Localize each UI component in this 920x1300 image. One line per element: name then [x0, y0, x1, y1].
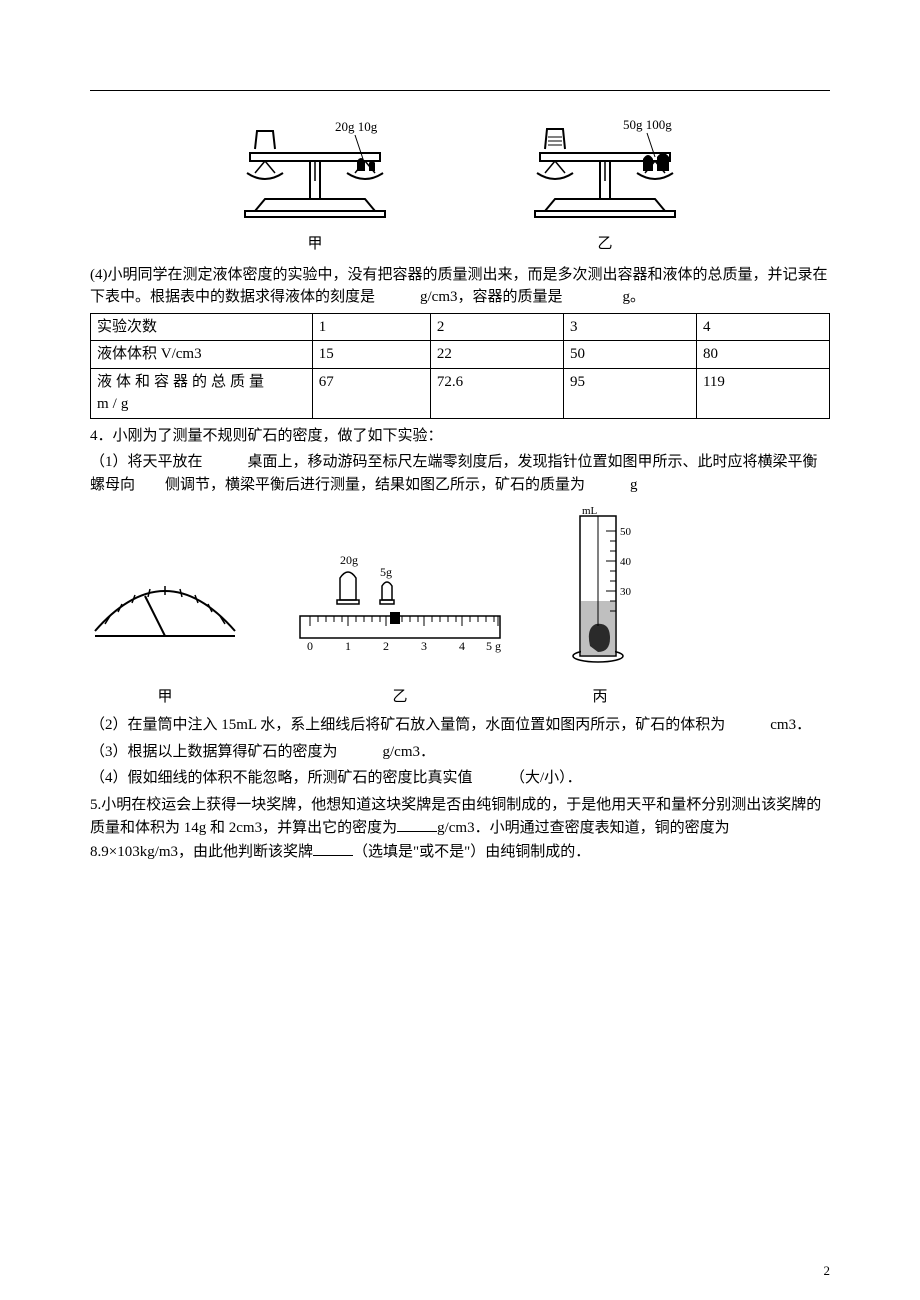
page: 20g 10g 甲 [0, 0, 920, 1300]
ruler-tick-1: 1 [345, 639, 351, 653]
weights-label-right: 50g 100g [623, 117, 672, 132]
balance-svg-left: 20g 10g [225, 111, 405, 231]
table-cell: 液体和容器的总质量 m/g [91, 368, 313, 418]
top-rule [90, 90, 830, 91]
cyl-tick-40: 40 [620, 556, 632, 568]
table-cell: 119 [696, 368, 829, 418]
caption-right: 乙 [515, 233, 695, 256]
table-row: 实验次数 1 2 3 4 [91, 313, 830, 341]
table-cell: 2 [430, 313, 563, 341]
cylinder-unit: mL [582, 506, 598, 517]
weights-ruler-figure: 20g 5g [290, 556, 510, 708]
data-table: 实验次数 1 2 3 4 液体体积 V/cm3 15 22 50 80 液体和容… [90, 313, 830, 419]
table-row: 液体体积 V/cm3 15 22 50 80 [91, 341, 830, 369]
table-cell: 50 [563, 341, 696, 369]
dial-figure: 甲 [90, 576, 240, 708]
table-cell: 67 [312, 368, 430, 418]
blank-judge [313, 840, 353, 856]
cylinder-figure: mL 50 40 30 丙 [560, 506, 640, 708]
table-cell: 3 [563, 313, 696, 341]
table-cell: 实验次数 [91, 313, 313, 341]
table-cell: 72.6 [430, 368, 563, 418]
ruler-tick-2: 2 [383, 639, 389, 653]
weight-5g: 5g [380, 565, 392, 579]
q5-c: （选填是"或不是"）由纯铜制成的． [353, 844, 590, 860]
ruler-tick-3: 3 [421, 639, 427, 653]
balance-figure-right: 50g 100g 乙 [515, 111, 695, 256]
weights-ruler-caption: 乙 [290, 686, 510, 709]
figure-row-top: 20g 10g 甲 [90, 111, 830, 256]
cylinder-caption: 丙 [560, 686, 640, 709]
cyl-tick-30: 30 [620, 586, 632, 598]
q5-text: 5.小明在校运会上获得一块奖牌，他想知道这块奖牌是否由纯铜制成的，于是他用天平和… [90, 794, 830, 864]
table-cell: 95 [563, 368, 696, 418]
weights-label-left: 20g 10g [335, 119, 378, 134]
ruler-tick-5: 5 g [486, 639, 501, 653]
weights-ruler-svg: 20g 5g [290, 556, 510, 676]
ruler-tick-4: 4 [459, 639, 465, 653]
q4b-p3: （3）根据以上数据算得矿石的密度为 g/cm3． [90, 741, 830, 764]
q4b-intro: 4．小刚为了测量不规则矿石的密度，做了如下实验： [90, 425, 830, 448]
q4-para: (4)小明同学在测定液体密度的实验中，没有把容器的质量测出来，而是多次测出容器和… [90, 264, 830, 309]
ruler-tick-0: 0 [307, 639, 313, 653]
table-row: 液体和容器的总质量 m/g 67 72.6 95 119 [91, 368, 830, 418]
blank-density [397, 816, 437, 832]
page-number: 2 [824, 1261, 831, 1281]
table-cell: 80 [696, 341, 829, 369]
row2-hdr: 液体和容器的总质量 m/g [97, 374, 268, 413]
weight-20g: 20g [340, 556, 358, 567]
table-cell: 15 [312, 341, 430, 369]
balance-svg-right: 50g 100g [515, 111, 695, 231]
cyl-tick-50: 50 [620, 526, 632, 538]
q4b-p4: （4）假如细线的体积不能忽略，所测矿石的密度比真实值 （大/小）． [90, 767, 830, 790]
table-cell: 1 [312, 313, 430, 341]
dial-svg [90, 576, 240, 676]
caption-left: 甲 [225, 233, 405, 256]
balance-figure-left: 20g 10g 甲 [225, 111, 405, 256]
q4b-p1: （1）将天平放在 桌面上，移动游码至标尺左端零刻度后，发现指针位置如图甲所示、此… [90, 451, 830, 496]
table-cell: 22 [430, 341, 563, 369]
table-cell: 液体体积 V/cm3 [91, 341, 313, 369]
figure-row-q4: 甲 20g 5g [90, 506, 830, 708]
cylinder-svg: mL 50 40 30 [560, 506, 640, 676]
dial-caption: 甲 [90, 686, 240, 709]
q4b-p2: （2）在量筒中注入 15mL 水，系上细线后将矿石放入量筒，水面位置如图丙所示，… [90, 714, 830, 737]
table-cell: 4 [696, 313, 829, 341]
